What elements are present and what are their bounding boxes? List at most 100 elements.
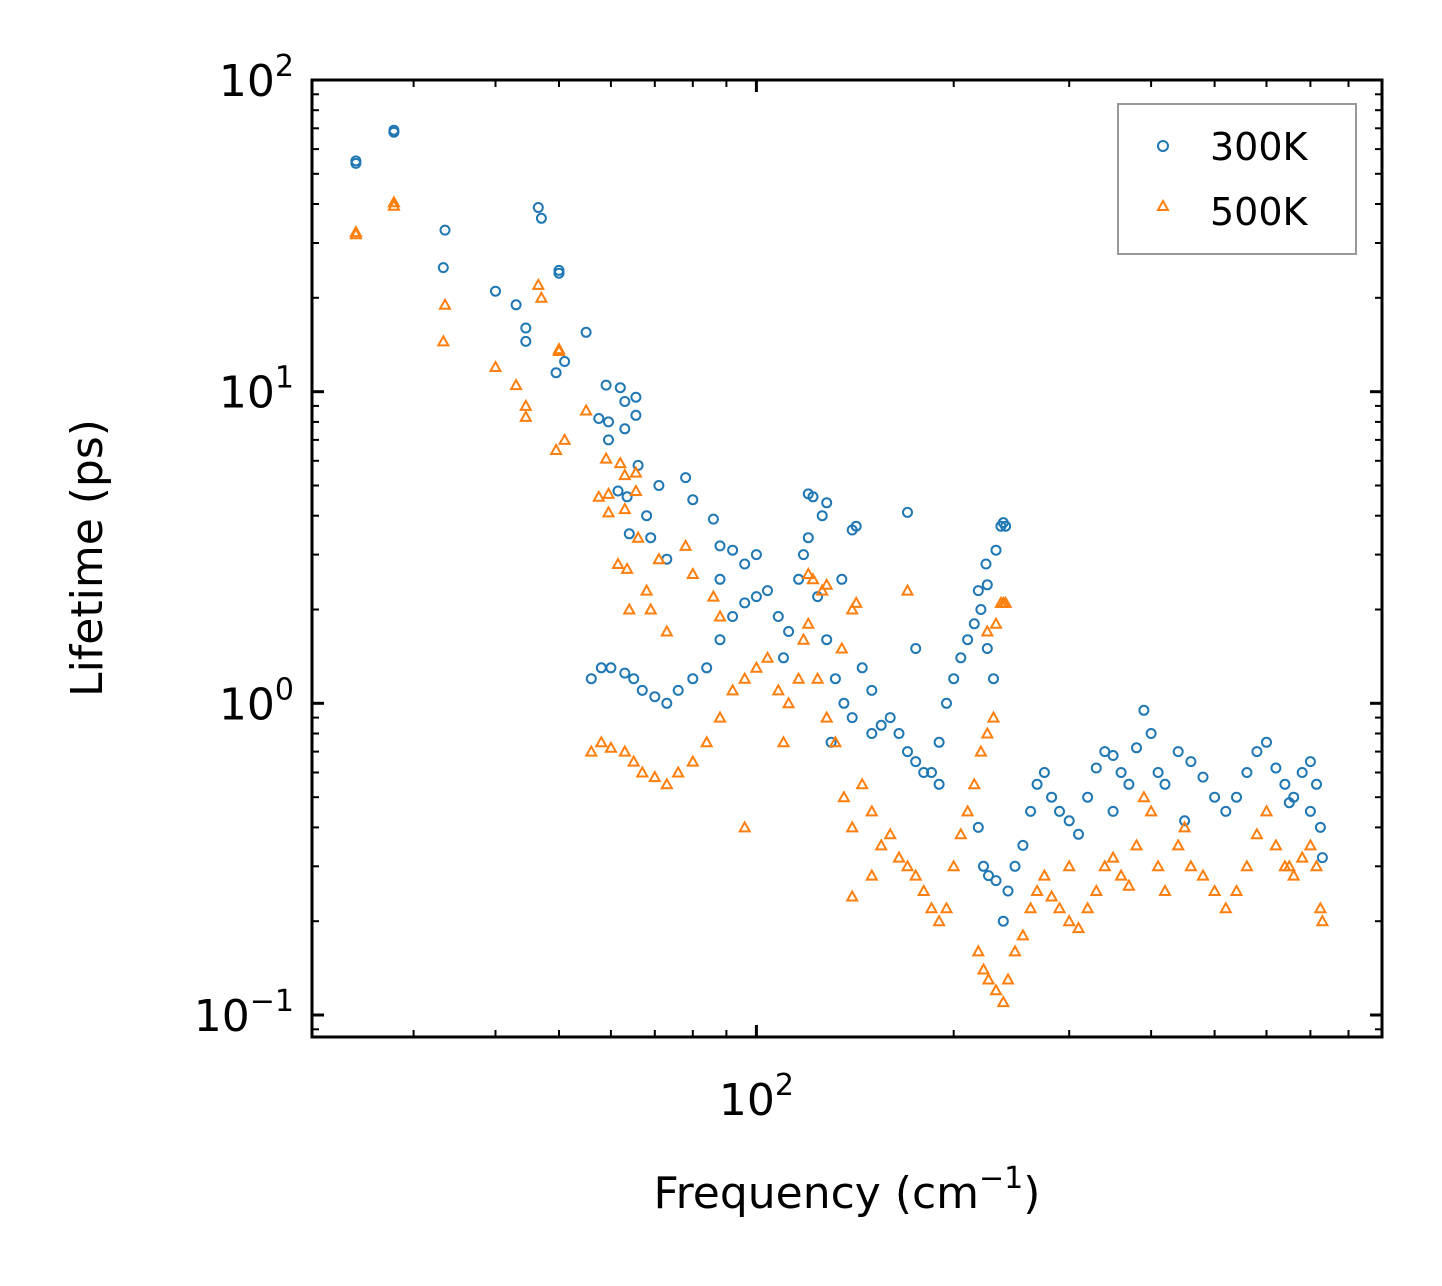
point-500k-94 xyxy=(986,710,1001,723)
point-500k-135 xyxy=(1309,859,1324,872)
point-300k-98 xyxy=(975,604,987,615)
point-500k-127 xyxy=(1240,859,1254,872)
point-500k-72 xyxy=(810,671,825,684)
point-300k-62 xyxy=(636,684,648,696)
point-500k-97 xyxy=(981,972,996,985)
point-300k-60 xyxy=(619,667,631,679)
point-500k-92 xyxy=(974,744,988,757)
y-axis-label: Lifetime (ps) xyxy=(62,419,113,697)
point-300k-44 xyxy=(816,510,828,522)
y-tick-label: 10−1 xyxy=(194,984,294,1042)
point-300k-99 xyxy=(981,643,993,654)
point-500k-80 xyxy=(883,827,897,840)
point-500k-108 xyxy=(1062,914,1076,927)
point-300k-56 xyxy=(972,585,984,597)
point-500k-98 xyxy=(989,983,1003,996)
point-300k-36 xyxy=(707,513,719,525)
point-500k-56 xyxy=(635,765,649,778)
point-300k-77 xyxy=(802,532,814,544)
point-500k-66 xyxy=(760,650,775,663)
point-500k-4 xyxy=(438,297,452,310)
point-500k-19 xyxy=(601,486,616,499)
point-300k-69 xyxy=(727,611,739,622)
point-300k-4 xyxy=(439,224,451,236)
point-300k-134 xyxy=(1251,746,1263,758)
point-300k-117 xyxy=(1090,762,1102,774)
point-500k-59 xyxy=(671,765,685,778)
point-300k-126 xyxy=(1159,778,1171,790)
point-500k-33 xyxy=(660,624,674,637)
point-500k-117 xyxy=(1137,790,1151,803)
point-300k-131 xyxy=(1220,805,1232,817)
point-500k-100 xyxy=(1001,972,1015,985)
point-300k-124 xyxy=(1145,728,1157,739)
point-300k-20 xyxy=(603,434,614,446)
point-500k-6 xyxy=(488,359,503,372)
point-500k-62 xyxy=(713,710,727,723)
point-500k-132 xyxy=(1287,868,1301,881)
x-axis-label: Frequency (cm−1) xyxy=(654,1161,1041,1219)
point-300k-82 xyxy=(846,712,858,724)
point-300k-9 xyxy=(520,335,532,347)
point-300k-11 xyxy=(535,212,547,224)
legend-label-500k: 500K xyxy=(1210,190,1309,234)
point-500k-58 xyxy=(660,777,674,790)
point-500k-68 xyxy=(781,696,796,709)
point-300k-145 xyxy=(778,652,789,664)
point-500k-82 xyxy=(900,859,915,872)
y-tick-label: 102 xyxy=(219,49,294,107)
point-500k-124 xyxy=(1207,883,1222,896)
point-500k-84 xyxy=(917,883,931,896)
point-300k-130 xyxy=(1209,791,1221,803)
point-500k-69 xyxy=(791,671,806,684)
point-500k-35 xyxy=(686,566,700,579)
point-500k-21 xyxy=(613,456,627,469)
point-300k-43 xyxy=(821,497,833,509)
point-500k-76 xyxy=(845,820,859,833)
point-300k-143 xyxy=(1316,852,1328,864)
point-500k-113 xyxy=(1106,850,1120,863)
point-300k-84 xyxy=(866,684,878,696)
point-300k-1 xyxy=(350,155,362,167)
point-300k-96 xyxy=(962,634,974,646)
point-500k-17 xyxy=(592,489,606,502)
point-300k-120 xyxy=(1115,767,1127,778)
point-300k-81 xyxy=(838,697,850,709)
point-300k-97 xyxy=(968,618,980,630)
point-500k-22 xyxy=(618,468,632,481)
point-300k-114 xyxy=(1063,815,1075,827)
point-300k-27 xyxy=(621,491,633,503)
data-points-layer xyxy=(349,124,1330,1008)
point-500k-53 xyxy=(604,740,618,753)
point-300k-111 xyxy=(1038,767,1050,778)
point-500k-42 xyxy=(835,641,849,654)
point-300k-83 xyxy=(856,662,868,674)
point-300k-125 xyxy=(1152,767,1164,778)
point-300k-86 xyxy=(884,712,896,724)
point-300k-116 xyxy=(1082,791,1094,803)
point-500k-23 xyxy=(618,502,632,515)
point-300k-95 xyxy=(955,652,967,664)
point-500k-5 xyxy=(436,334,450,347)
point-500k-38 xyxy=(801,566,815,579)
point-500k-140 xyxy=(845,889,859,902)
point-500k-3 xyxy=(387,195,401,208)
point-300k-141 xyxy=(1311,778,1322,790)
point-300k-85 xyxy=(875,719,887,731)
point-500k-45 xyxy=(900,583,915,596)
point-300k-45 xyxy=(836,573,848,585)
point-300k-91 xyxy=(926,767,937,778)
point-300k-70 xyxy=(739,597,751,609)
point-300k-119 xyxy=(1107,750,1119,761)
point-300k-150 xyxy=(1179,815,1191,827)
point-300k-49 xyxy=(910,643,922,654)
y-tick-label: 100 xyxy=(219,672,294,730)
point-300k-14 xyxy=(550,367,562,379)
point-300k-147 xyxy=(866,728,878,739)
point-300k-17 xyxy=(593,413,605,424)
point-300k-122 xyxy=(1131,742,1142,754)
point-300k-101 xyxy=(972,821,984,833)
point-300k-104 xyxy=(990,875,1002,887)
point-500k-40 xyxy=(820,577,834,590)
